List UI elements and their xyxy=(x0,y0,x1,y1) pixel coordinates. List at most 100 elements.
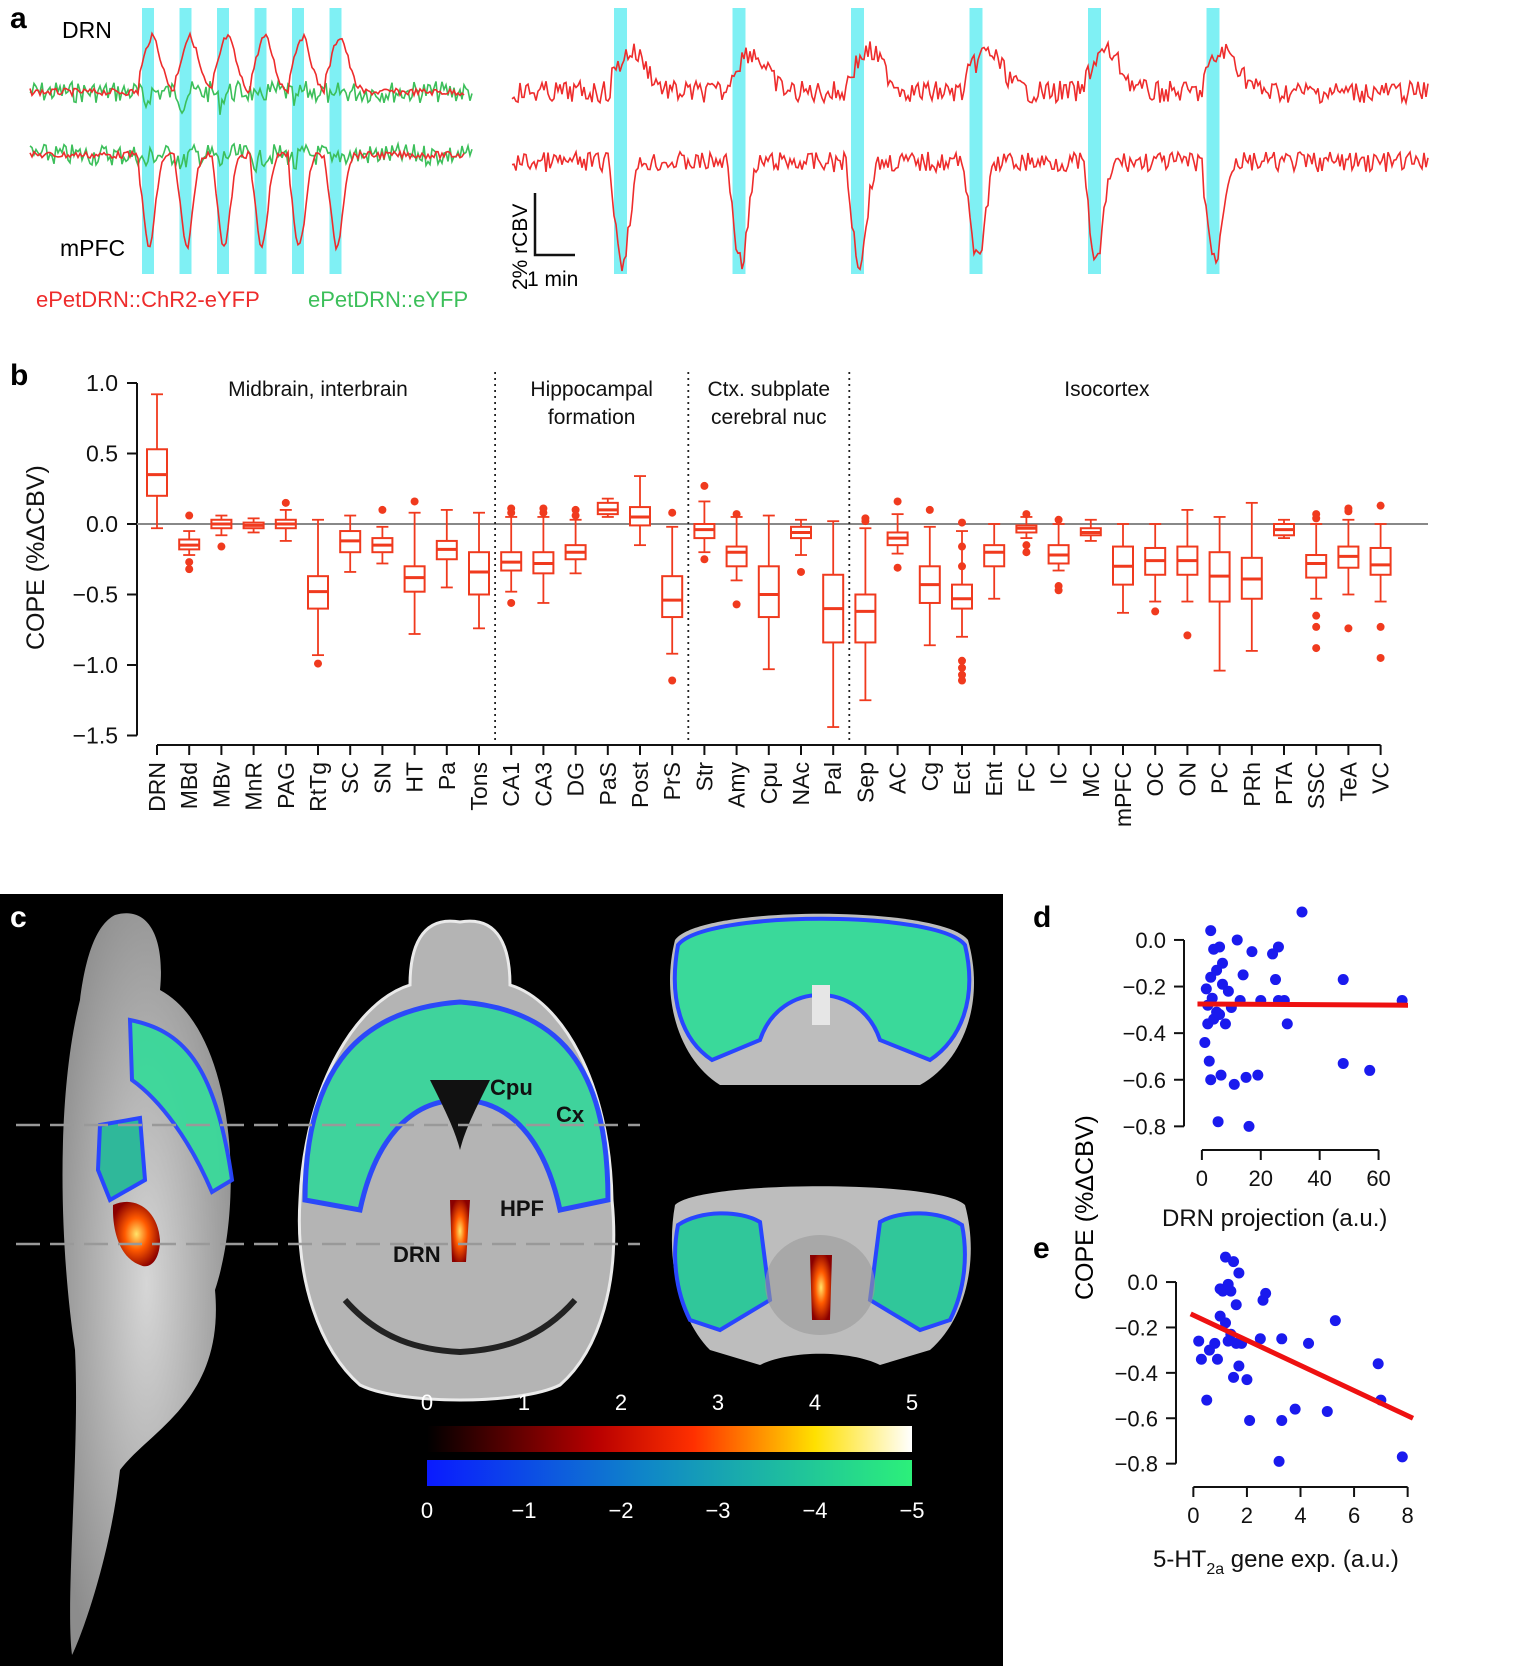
x-tick-label: 0 xyxy=(1196,1166,1208,1191)
outlier xyxy=(1344,504,1353,513)
x-tick-label-MC: MC xyxy=(1078,762,1104,798)
data-point xyxy=(1199,1036,1211,1048)
stim-bar-left-3 xyxy=(254,8,267,274)
x-tick-label-Ent: Ent xyxy=(981,761,1007,796)
x-tick-label-ON: ON xyxy=(1174,762,1200,797)
outlier xyxy=(1054,515,1063,524)
group-title: Ctx. subplate xyxy=(708,378,831,401)
outlier xyxy=(700,555,709,564)
data-point xyxy=(1240,1071,1252,1083)
data-point xyxy=(1205,925,1217,937)
data-point xyxy=(1193,1335,1205,1347)
y-tick-label: −0.2 xyxy=(1123,975,1166,1000)
outlier xyxy=(1022,541,1031,550)
x-tick-label-DG: DG xyxy=(563,762,589,797)
outlier xyxy=(539,504,548,513)
horizontal-ventricle xyxy=(430,1080,490,1150)
box xyxy=(854,593,877,644)
x-tick-label-MBd: MBd xyxy=(176,762,202,809)
data-point xyxy=(1214,1009,1226,1021)
x-tick-label-SSC: SSC xyxy=(1303,762,1329,809)
data-point xyxy=(1209,1337,1221,1349)
stim-bar-left-0 xyxy=(142,8,154,274)
x-tick-label-DRN: DRN xyxy=(144,762,170,812)
x-tick-label-HT: HT xyxy=(402,762,428,793)
data-point xyxy=(1337,974,1349,986)
data-point xyxy=(1272,941,1284,953)
stim-bar-right-3 xyxy=(969,8,983,274)
trace-label-mpfc: mPFC xyxy=(60,235,125,261)
outlier xyxy=(507,598,516,607)
panel-letter-e: e xyxy=(1033,1232,1050,1265)
x-tick-label-Amy: Amy xyxy=(724,762,750,809)
data-point xyxy=(1217,957,1228,969)
outlier xyxy=(797,567,805,576)
data-point xyxy=(1206,992,1218,1004)
negative-scale-ticks: 0 −1 −2 −3 −4 −5 xyxy=(421,1498,925,1523)
outlier xyxy=(1312,510,1321,519)
outlier xyxy=(185,565,194,574)
negative-tick-label: −3 xyxy=(705,1498,730,1523)
outlier xyxy=(893,563,902,572)
box xyxy=(983,544,1006,568)
negative-tick-label: 0 xyxy=(421,1498,433,1523)
sagittal-hippocampal-activation xyxy=(95,1115,148,1203)
sagittal-slice xyxy=(62,913,235,1655)
data-point xyxy=(1233,1360,1245,1372)
panel-c: c Cpu Cx HPF DRN xyxy=(0,894,1003,1666)
outlier xyxy=(1151,607,1160,616)
x-tick-label: 20 xyxy=(1249,1166,1273,1191)
data-point xyxy=(1195,1353,1207,1365)
horizontal-cortex-activation xyxy=(302,999,611,1213)
data-point xyxy=(1225,1285,1237,1297)
traces xyxy=(29,31,1429,272)
data-point xyxy=(1237,969,1249,981)
shared-ylabel-de: COPE (%ΔCBV) xyxy=(1071,1115,1099,1300)
y-tick-label: 1.0 xyxy=(86,370,118,396)
data-point xyxy=(1244,1415,1256,1427)
data-point xyxy=(1228,1256,1240,1268)
x-tick-label-FC: FC xyxy=(1013,762,1039,793)
label-drn: DRN xyxy=(393,1242,441,1267)
box xyxy=(1305,554,1328,579)
outlier xyxy=(1022,510,1031,519)
box-plot: 1.0 0.5 0.0 −0.5 −1.0 −1.5 COPE (%ΔCBV) Midbrai… xyxy=(22,370,1428,827)
outlier xyxy=(571,511,580,520)
data-point xyxy=(1243,1120,1255,1132)
x-tick-label: 2 xyxy=(1241,1503,1253,1528)
x-tick-label-Cg: Cg xyxy=(917,762,943,791)
label-hpf: HPF xyxy=(500,1196,544,1221)
data-point xyxy=(1252,1069,1264,1081)
label-cx: Cx xyxy=(556,1102,585,1127)
data-point xyxy=(1396,1451,1408,1463)
group-title: Midbrain, interbrain xyxy=(228,378,408,401)
x-tick-label-CA1: CA1 xyxy=(498,762,524,807)
coronal-posterior-drn-activation xyxy=(810,1255,832,1320)
trace-left-mpfc-chr2 xyxy=(29,149,465,252)
scatter-plot-e: 0.0 −0.2 −0.4 −0.6 −0.8 0 2 4 6 85-HT2a gene exp.… xyxy=(1115,1251,1415,1578)
group-title: formation xyxy=(548,406,636,429)
x-tick-label-MnR: MnR xyxy=(241,762,267,811)
data-point xyxy=(1270,974,1281,986)
panel-e: e 0.0 −0.2 −0.4 −0.6 −0.8 0 2 4 6 85-HT2a gene ex… xyxy=(1033,1232,1415,1578)
positive-tick-label: 0 xyxy=(421,1390,433,1415)
outlier xyxy=(1022,548,1031,557)
x-tick-label-SC: SC xyxy=(337,762,363,794)
x-tick-label: 40 xyxy=(1307,1166,1331,1191)
sagittal-drn-activation xyxy=(112,1201,160,1267)
outlier xyxy=(700,481,709,490)
outlier xyxy=(1312,644,1321,653)
box xyxy=(146,448,168,497)
label-cpu: Cpu xyxy=(490,1075,533,1100)
scale-bar: 2% rCBV 1 min xyxy=(509,193,578,291)
coronal-anterior-midline xyxy=(812,985,830,1025)
panel-b: b 1.0 0.5 0.0 −0.5 −1.0 −1.5 COPE (%ΔCBV) Midbr… xyxy=(10,359,1428,827)
negative-tick-label: −4 xyxy=(802,1498,827,1523)
data-point xyxy=(1372,1358,1384,1370)
stim-bar-right-2 xyxy=(851,8,864,274)
data-point xyxy=(1200,983,1212,995)
y-tick-label: −0.6 xyxy=(1115,1406,1158,1431)
coronal-posterior-activation-left xyxy=(673,1211,773,1333)
x-tick-label-NAc: NAc xyxy=(788,762,814,805)
